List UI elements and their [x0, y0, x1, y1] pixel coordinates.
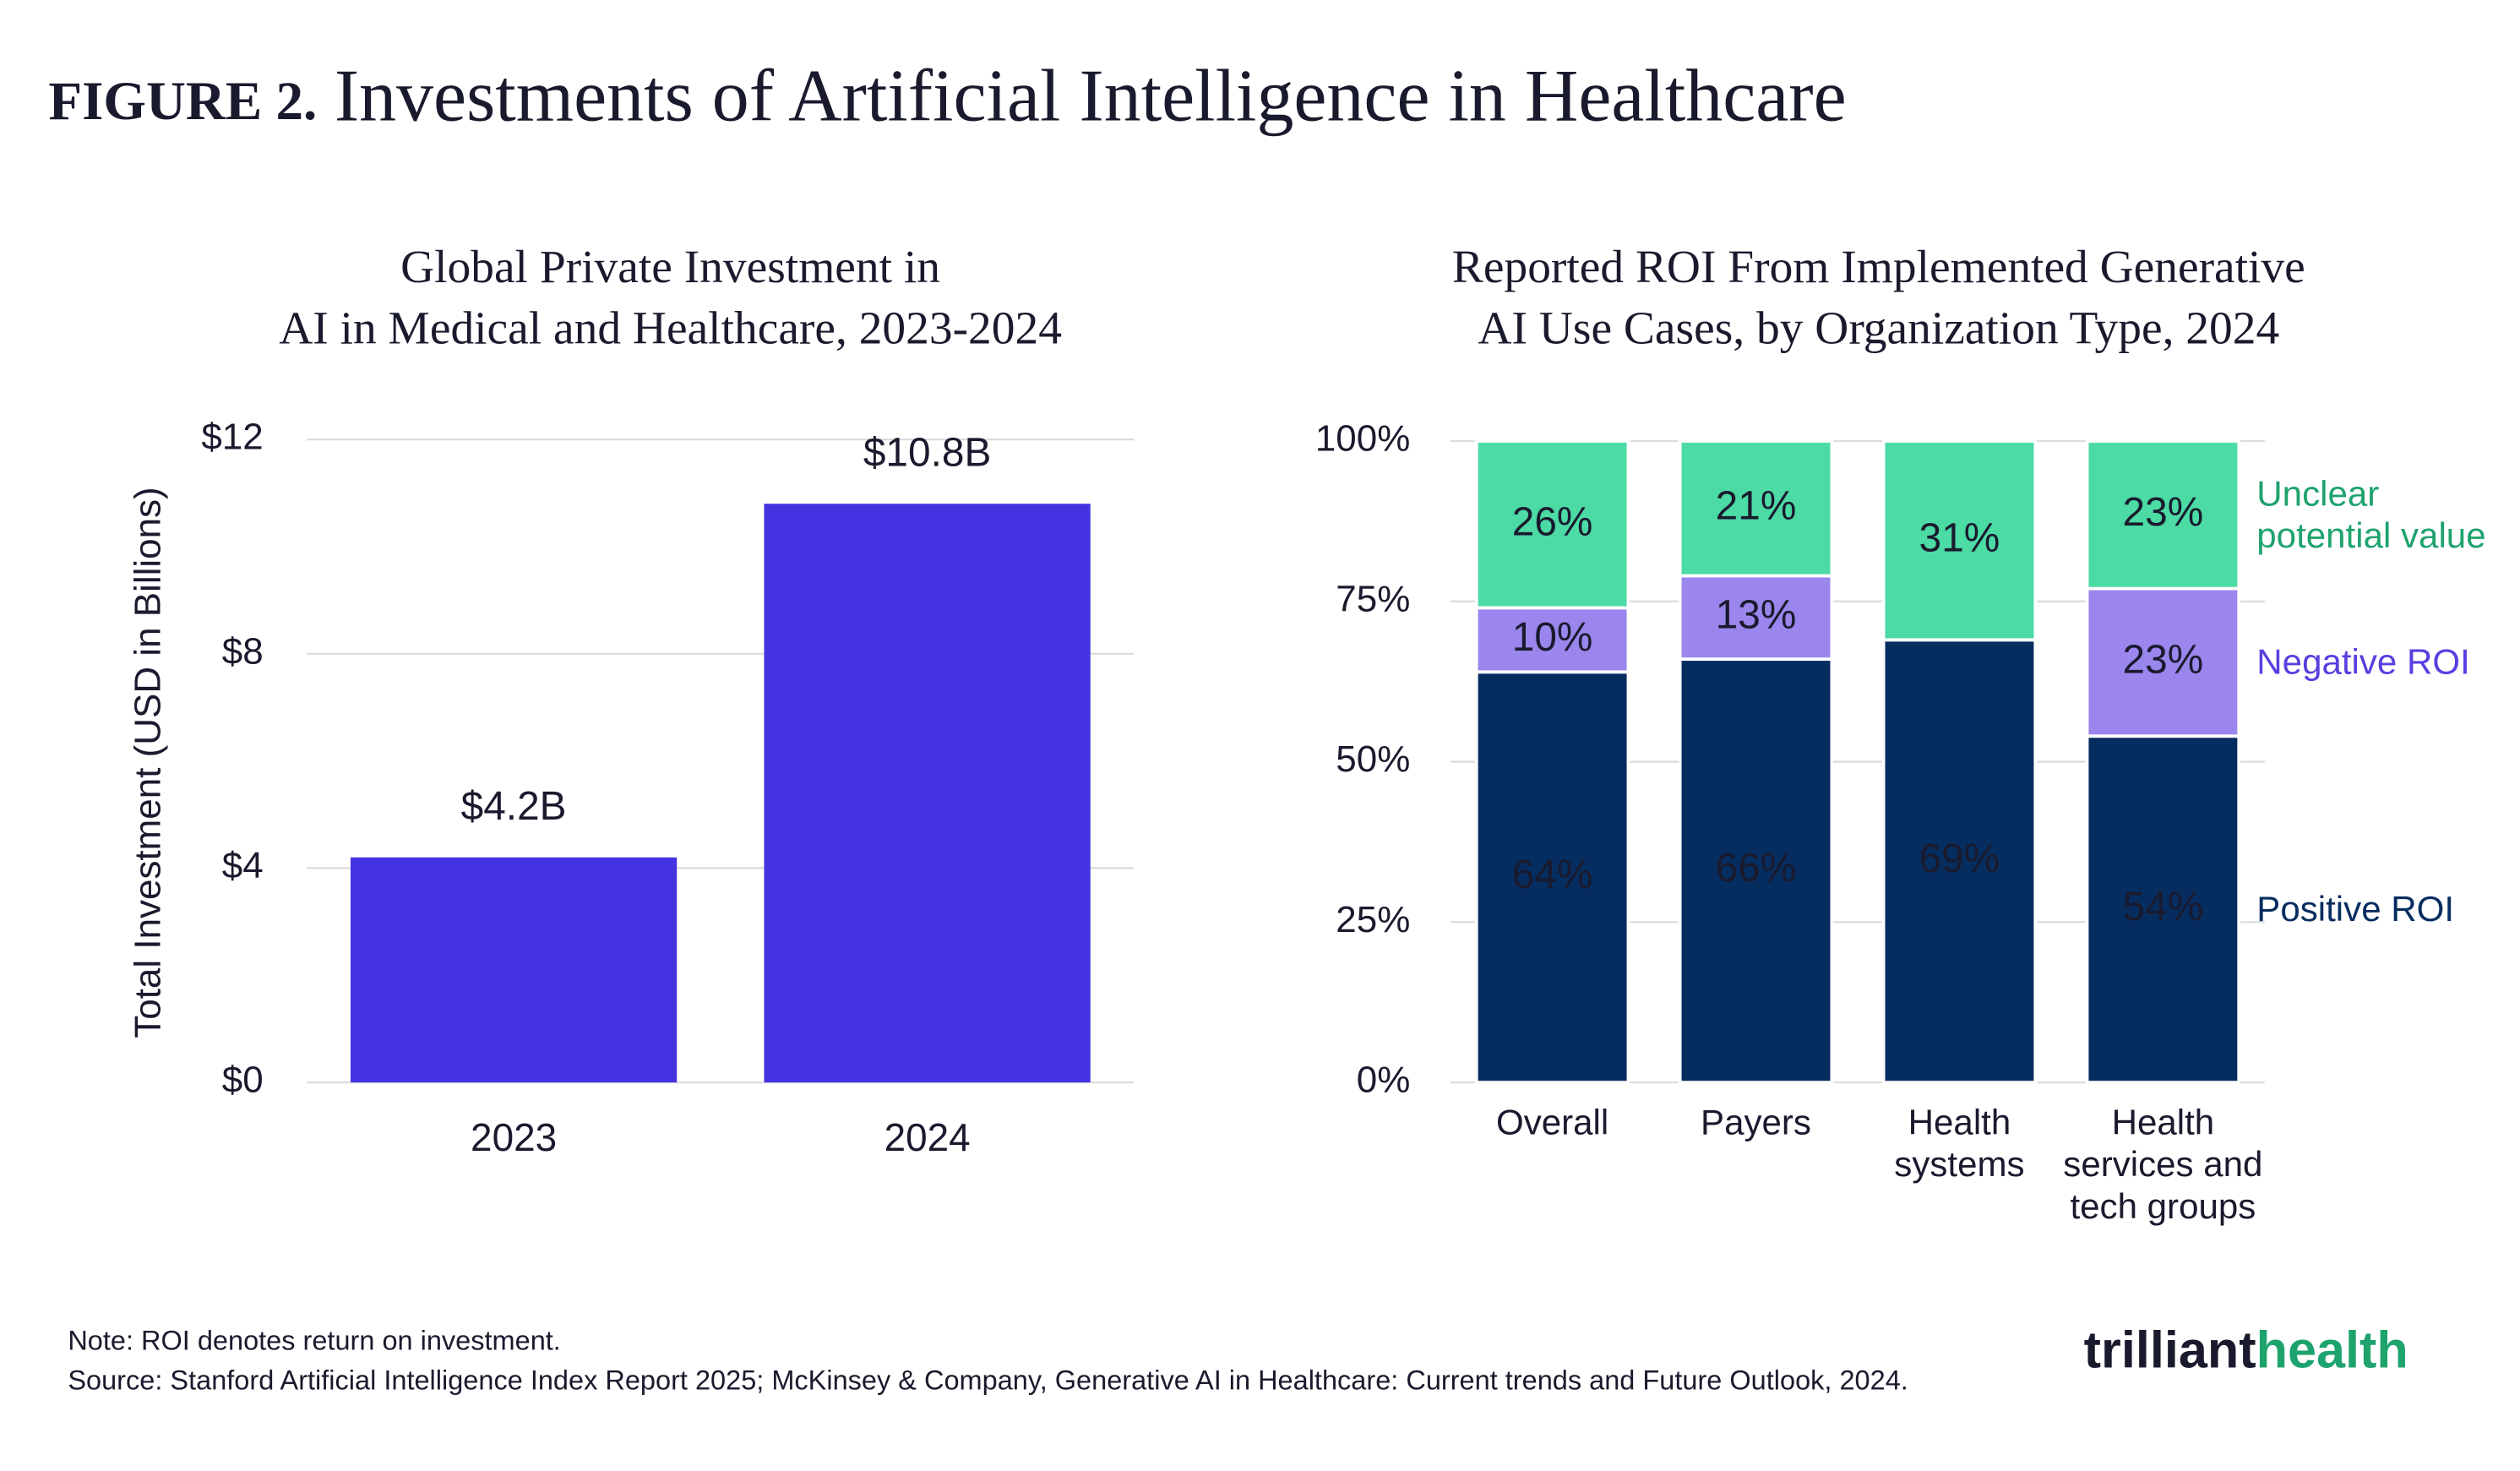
value-label: $4.2B — [461, 784, 567, 829]
footer-source-box: Source: Stanford Artificial Intelligence… — [68, 1365, 1908, 1397]
x-tick-label: 2023 — [471, 1115, 557, 1159]
value-label: 31% — [1919, 515, 2000, 560]
value-label: 64% — [1512, 853, 1593, 897]
value-label: $10.8B — [863, 430, 992, 475]
footer-note: Note: ROI denotes return on investment. — [68, 1326, 561, 1356]
value-label: 54% — [2123, 885, 2204, 929]
logo-right: health — [2256, 1321, 2408, 1379]
y-axis-label: Total Investment (USD in Billions) — [127, 487, 168, 1038]
y-tick-label: $0 — [222, 1060, 264, 1101]
figure-label: FIGURE 2. — [48, 71, 317, 132]
legend-label-box: Unclear potential value — [2256, 472, 2486, 556]
value-label: 23% — [2123, 490, 2204, 535]
y-tick-label: $8 — [222, 630, 264, 672]
chart-title: AI in Medical and Healthcare, 2023-2024 — [279, 302, 1062, 354]
value-label: 23% — [2123, 638, 2204, 683]
footer-source: Source: Stanford Artificial Intelligence… — [68, 1365, 1908, 1397]
value-label: 21% — [1716, 483, 1797, 528]
bar-segment — [2085, 439, 2241, 591]
bar — [764, 504, 1091, 1083]
y-tick-label: 0% — [1357, 1060, 1411, 1101]
x-tick-label: Health systems — [1894, 1102, 2025, 1185]
x-tick-label-box: Health services and tech groups — [2063, 1102, 2263, 1227]
x-tick-label-box: Health systems — [1894, 1102, 2025, 1185]
x-tick-label-box: Overall — [1495, 1102, 1609, 1142]
bar-segment — [1474, 439, 1630, 610]
y-tick-label: 100% — [1315, 418, 1410, 460]
bar-segment — [1881, 439, 2038, 642]
x-tick-label: 2024 — [884, 1115, 971, 1159]
y-tick-label: 50% — [1336, 738, 1410, 780]
y-tick-label: 25% — [1336, 899, 1410, 940]
logo-left: trilliant — [2084, 1321, 2256, 1379]
x-tick-label: Health services and tech groups — [2063, 1102, 2263, 1227]
legend-label-box: Positive ROI — [2256, 888, 2455, 929]
bar-segment — [1881, 638, 2038, 1085]
legend-label-box: Negative ROI — [2256, 641, 2470, 682]
bar-segment — [1474, 670, 1630, 1085]
legend-label: Negative ROI — [2256, 641, 2470, 682]
value-label: 10% — [1512, 615, 1593, 660]
bar — [350, 857, 678, 1083]
bar-segment — [1678, 439, 1834, 578]
y-tick-label: 75% — [1336, 578, 1410, 619]
value-label: 69% — [1919, 836, 2000, 881]
logo: trillianthealth — [2084, 1321, 2408, 1379]
chart-title: AI Use Cases, by Organization Type, 2024 — [1478, 302, 2280, 354]
bar-segment — [2085, 734, 2241, 1085]
legend-label: Positive ROI — [2256, 888, 2455, 929]
legend-label: Unclear potential value — [2256, 472, 2486, 556]
chart-title: Reported ROI From Implemented Generative — [1452, 241, 2305, 292]
bar-segment — [1678, 574, 1834, 662]
x-tick-label: Overall — [1495, 1102, 1609, 1142]
value-label: 66% — [1716, 846, 1797, 891]
chart-title: Global Private Investment in — [400, 241, 940, 292]
bar-segment — [1678, 657, 1834, 1085]
y-tick-label: $12 — [201, 417, 263, 458]
figure-title: Investments of Artificial Intelligence i… — [335, 56, 1847, 138]
value-label: 13% — [1716, 592, 1797, 637]
x-tick-label-box: Payers — [1701, 1102, 1811, 1142]
value-label: 26% — [1512, 499, 1593, 544]
y-tick-label: $4 — [222, 845, 264, 886]
x-tick-label: Payers — [1701, 1102, 1811, 1142]
